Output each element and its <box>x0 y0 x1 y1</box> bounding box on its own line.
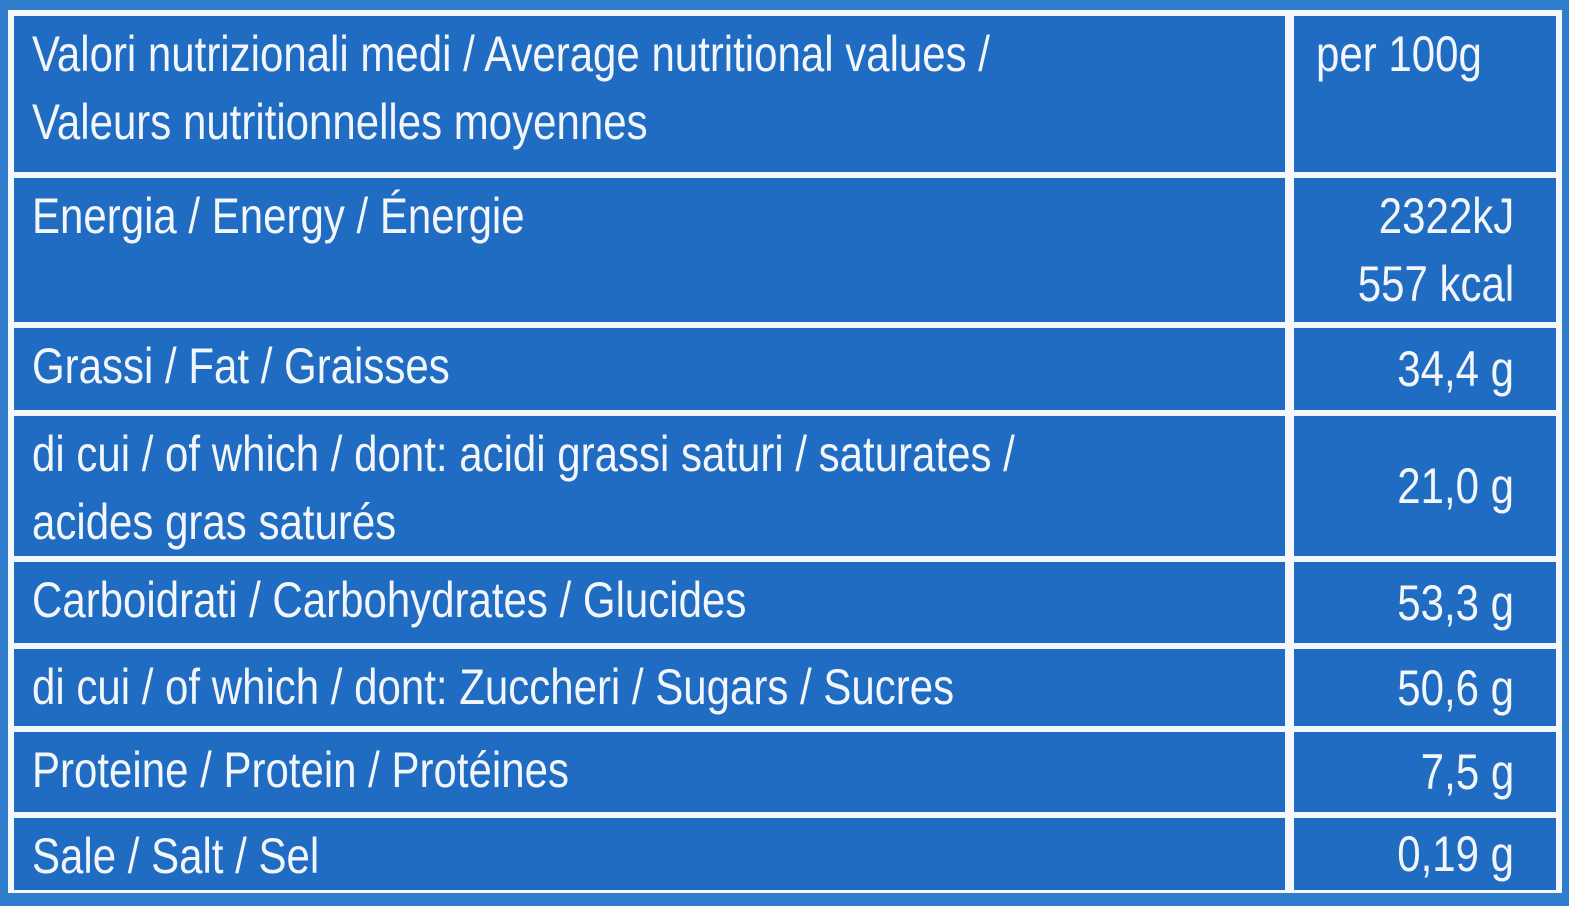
label-cell: Grassi / Fat / Graisses <box>14 328 1285 410</box>
value-cell: 2322kJ 557 kcal <box>1294 178 1556 322</box>
value-cell: 53,3 g <box>1294 562 1556 643</box>
value-cell: 34,4 g <box>1294 328 1556 410</box>
cell-text: Valori nutrizionali medi / Average nutri… <box>32 26 990 82</box>
cell-text: Grassi / Fat / Graisses <box>32 338 450 394</box>
cell-text: 34,4 g <box>1397 341 1514 397</box>
cell-text: di cui / of which / dont: acidi grassi s… <box>32 426 1015 482</box>
cell-text: acides gras saturés <box>32 494 397 550</box>
cell-text: Carboidrati / Carbohydrates / Glucides <box>32 572 747 628</box>
value-cell: 21,0 g <box>1294 416 1556 556</box>
cell-text: Sale / Salt / Sel <box>32 828 320 884</box>
value-cell: 50,6 g <box>1294 649 1556 726</box>
cell-text: 2322kJ <box>1378 188 1514 244</box>
label-cell: di cui / of which / dont: acidi grassi s… <box>14 416 1285 556</box>
label-cell: Sale / Salt / Sel <box>14 818 1285 890</box>
value-cell: per 100g <box>1294 16 1556 172</box>
cell-text: Energia / Energy / Énergie <box>32 188 525 244</box>
label-cell: Proteine / Protein / Protéines <box>14 732 1285 812</box>
cell-text: Valeurs nutritionnelles moyennes <box>32 94 648 150</box>
label-cell: Energia / Energy / Énergie <box>14 178 1285 322</box>
value-cell: 0,19 g <box>1294 818 1556 890</box>
cell-text: 0,19 g <box>1397 826 1514 882</box>
cell-text: 50,6 g <box>1397 659 1514 716</box>
cell-text: per 100g <box>1316 26 1482 82</box>
label-cell: Carboidrati / Carbohydrates / Glucides <box>14 562 1285 643</box>
cell-text: Proteine / Protein / Protéines <box>32 742 569 798</box>
label-cell: di cui / of which / dont: Zuccheri / Sug… <box>14 649 1285 726</box>
cell-text: di cui / of which / dont: Zuccheri / Sug… <box>32 659 955 715</box>
value-cell: 7,5 g <box>1294 732 1556 812</box>
cell-text: 7,5 g <box>1420 744 1514 800</box>
cell-text: 53,3 g <box>1397 574 1514 631</box>
cell-text: 21,0 g <box>1397 458 1514 514</box>
nutrition-table: Valori nutrizionali medi / Average nutri… <box>8 10 1562 893</box>
label-cell: Valori nutrizionali medi / Average nutri… <box>14 16 1285 172</box>
cell-text: 557 kcal <box>1357 256 1514 312</box>
